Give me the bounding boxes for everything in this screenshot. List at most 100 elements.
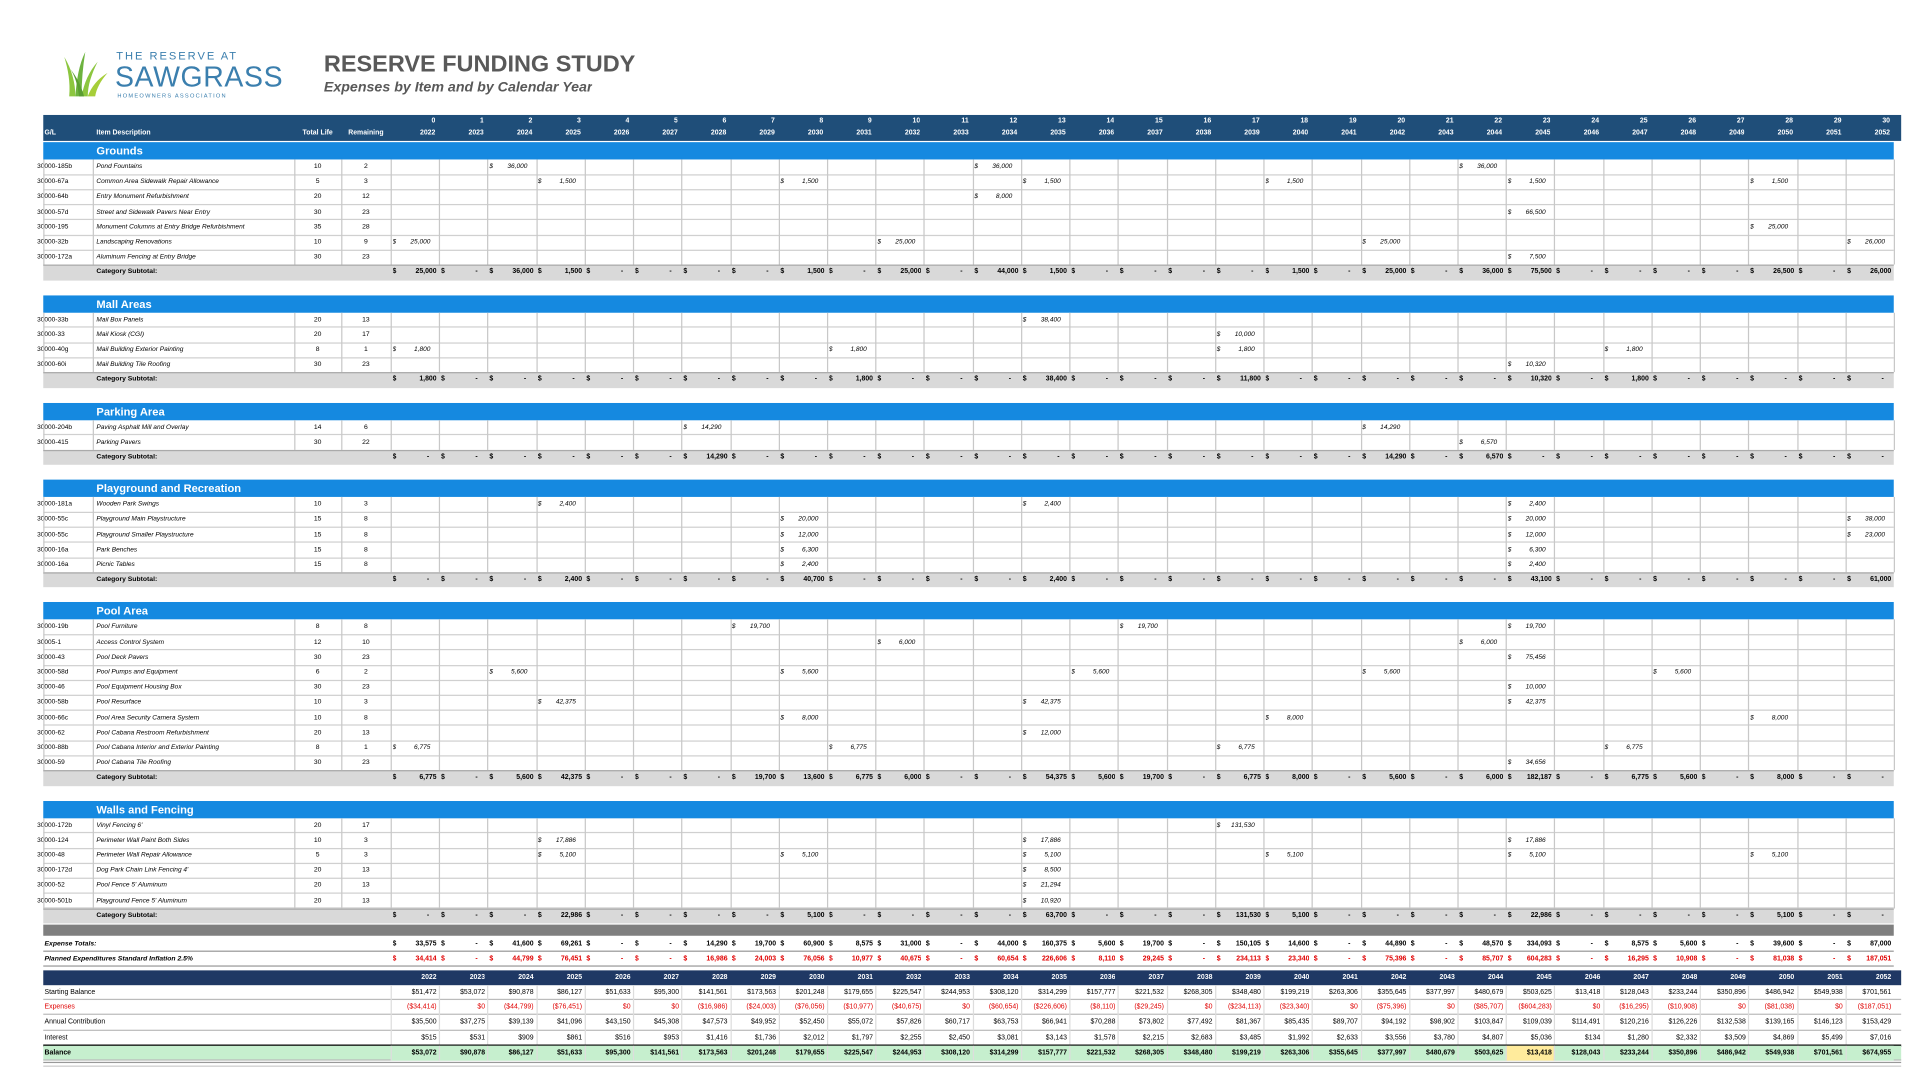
gl-code: 30000-43 <box>37 653 65 662</box>
currency-symbol: $ <box>925 376 930 384</box>
currency-symbol: $ <box>489 453 494 462</box>
currency-symbol: $ <box>1459 453 1464 462</box>
amount: 25,000 <box>415 268 437 277</box>
grid-line <box>1748 817 1749 909</box>
amount: 44,000 <box>997 268 1019 277</box>
amount: - <box>1784 576 1787 584</box>
currency-symbol: $ <box>1168 376 1173 384</box>
grid-line <box>875 619 877 771</box>
amount: - <box>1881 912 1884 920</box>
amount: - <box>1833 453 1836 462</box>
currency-symbol: $ <box>537 851 542 860</box>
grid-line <box>1020 817 1022 909</box>
section-bar <box>43 479 1894 498</box>
amount: 160,375 <box>1041 940 1067 949</box>
grid-line <box>487 159 489 266</box>
grid-line <box>1554 817 1555 909</box>
amount: 42,375 <box>560 774 583 782</box>
grid-line <box>1263 419 1265 450</box>
currency-symbol: $ <box>1022 881 1027 890</box>
amount: - <box>1348 376 1351 384</box>
remaining: 13 <box>362 315 370 324</box>
currency-symbol: $ <box>1410 376 1415 384</box>
amount: 20,000 <box>1525 515 1546 524</box>
amount: 10,908 <box>1676 955 1698 963</box>
summary-year: 2049 <box>1730 974 1746 982</box>
item-description: Park Benches <box>96 546 138 554</box>
grid-line <box>778 159 780 266</box>
amount: - <box>620 453 624 462</box>
grid-line <box>92 497 94 573</box>
currency-symbol: $ <box>1507 623 1512 631</box>
gl-code: 30000-59 <box>37 759 65 767</box>
amount: - <box>669 576 672 584</box>
gl-code: 30000-32b <box>37 238 69 246</box>
row-line <box>43 754 1894 756</box>
amount: - <box>717 576 721 584</box>
total-life: 20 <box>313 821 322 829</box>
grid-line <box>1893 817 1895 909</box>
currency-symbol: $ <box>1022 376 1027 384</box>
amount: - <box>1105 453 1109 462</box>
summary-value: $221,532 <box>1069 1045 1118 1061</box>
amount: 75,500 <box>1530 268 1552 277</box>
gl-code: 30000-172a <box>37 253 73 262</box>
grid-line <box>1069 497 1071 573</box>
amount: 10,977 <box>851 955 874 963</box>
currency-symbol: $ <box>1119 912 1124 920</box>
summary-value: $225,547 <box>827 1045 876 1061</box>
currency-symbol: $ <box>537 955 542 963</box>
remaining: 17 <box>362 821 370 829</box>
year-index: 27 <box>1736 117 1745 125</box>
currency-symbol: $ <box>440 912 445 920</box>
gl-code: 30000-33 <box>37 331 65 339</box>
currency-symbol: $ <box>1750 940 1754 949</box>
grid-line <box>1020 497 1022 573</box>
amount: - <box>766 453 769 462</box>
amount: 7,500 <box>1529 253 1546 262</box>
grid-line <box>43 159 44 266</box>
summary-value: $221,532 <box>1117 985 1166 1001</box>
amount: - <box>1251 268 1254 277</box>
currency-symbol: $ <box>1653 453 1658 462</box>
currency-symbol: $ <box>1119 940 1124 949</box>
total-life: 15 <box>313 546 322 554</box>
summary-value: $53,072 <box>439 985 487 1001</box>
amount: 17,886 <box>1040 836 1061 845</box>
currency-symbol: $ <box>392 268 397 277</box>
summary-value: $146,123 <box>1796 1015 1845 1031</box>
remaining: 3 <box>364 851 368 860</box>
amount: - <box>1639 453 1642 462</box>
subtotal-row <box>43 908 1894 924</box>
currency-symbol: $ <box>1847 238 1851 246</box>
amount: 25,000 <box>900 268 922 277</box>
amount: - <box>620 940 624 949</box>
amount: 1,500 <box>559 178 576 186</box>
currency-symbol: $ <box>780 668 785 677</box>
grid-line <box>390 419 392 450</box>
remaining: 23 <box>362 253 370 262</box>
col-description: Item Description <box>96 129 151 138</box>
summary-value: $35,500 <box>390 1015 439 1031</box>
grid-line <box>972 159 974 266</box>
grid-line <box>1263 159 1265 266</box>
grid-line <box>536 817 537 909</box>
grid-line <box>584 312 586 373</box>
amount: - <box>1202 955 1206 963</box>
grid-line <box>294 159 295 266</box>
amount: 2,400 <box>1529 561 1546 569</box>
amount: - <box>766 576 769 584</box>
remaining: 8 <box>364 561 368 569</box>
grid-line <box>681 817 683 909</box>
summary-value: $153,429 <box>1845 1015 1893 1031</box>
amount: - <box>620 376 624 384</box>
row-line <box>43 739 1894 741</box>
currency-symbol: $ <box>780 576 785 584</box>
amount: - <box>960 376 963 384</box>
amount: 26,000 <box>1865 238 1886 246</box>
amount: 1,800 <box>414 346 431 354</box>
summary-value: ($8,110) <box>1069 1000 1117 1016</box>
remaining: 2 <box>364 163 368 171</box>
amount: 2,400 <box>801 561 819 569</box>
amount: 22,986 <box>560 912 583 920</box>
